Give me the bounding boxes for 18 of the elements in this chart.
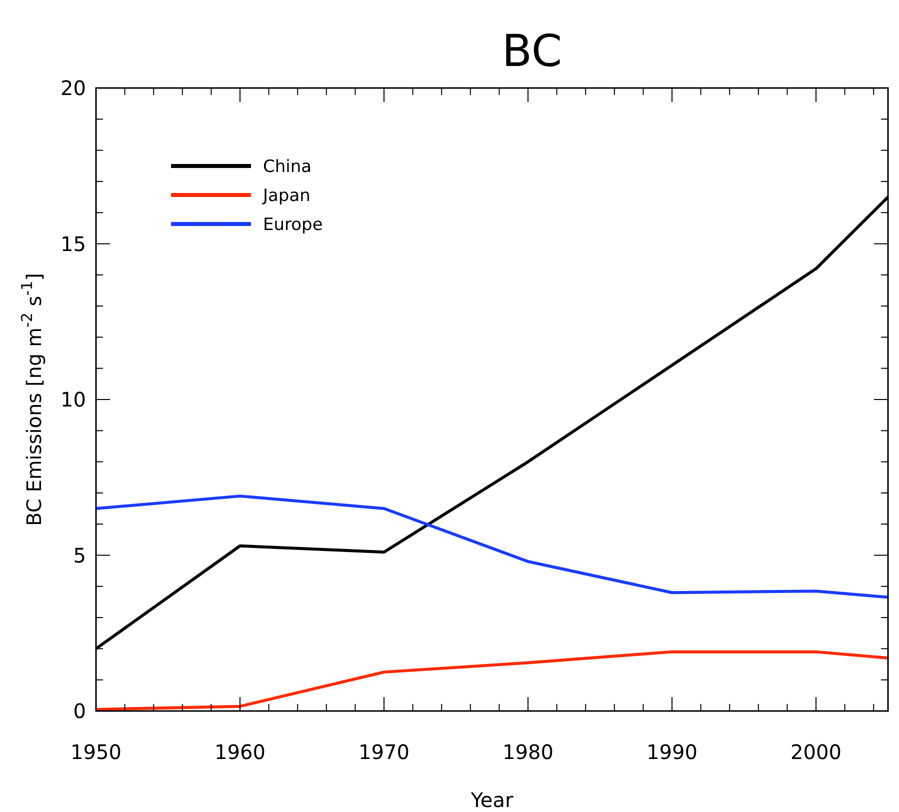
y-tick-label: 15 (60, 232, 86, 256)
y-tick-label: 0 (73, 699, 86, 723)
legend-label: China (263, 157, 312, 177)
line-series (96, 650, 888, 711)
chart-title: BC (502, 26, 562, 77)
y-tick-label: 5 (73, 543, 86, 568)
x-tick-label: 1970 (358, 740, 410, 764)
y-tick-label: 20 (60, 76, 86, 100)
x-tick-label: 1960 (214, 740, 266, 764)
legend-label: Japan (262, 186, 310, 206)
legend-label: Europe (263, 215, 323, 235)
line-series (96, 494, 888, 599)
x-axis-title: Year (470, 788, 514, 812)
x-tick-label: 1990 (646, 740, 698, 764)
y-tick-label: 10 (60, 388, 86, 412)
x-tick-label: 1950 (70, 740, 122, 764)
x-tick-label: 1980 (502, 740, 554, 764)
x-tick-label: 2000 (790, 740, 842, 764)
